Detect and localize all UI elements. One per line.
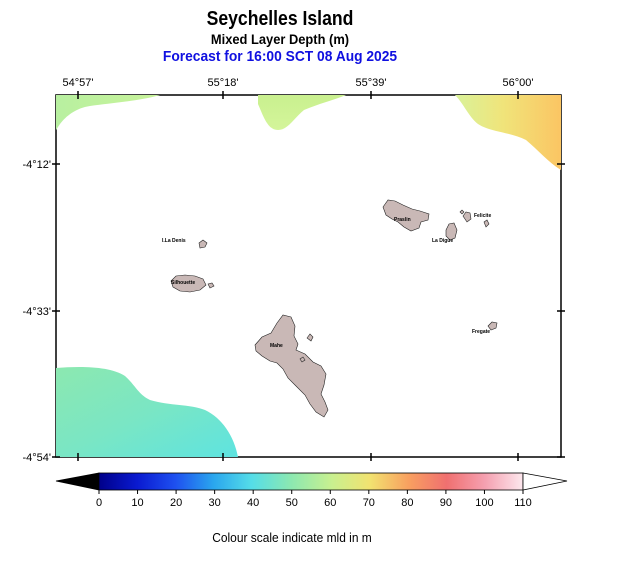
island-felicite-islet — [483, 219, 490, 228]
island-la-digue — [445, 222, 458, 241]
lon-tick-labels: 54°57' 55°18' 55°39' 56°00' — [63, 77, 534, 89]
colorbar-tick-label: 20 — [170, 497, 182, 509]
island-mahe-islet-2 — [299, 356, 306, 363]
mld-field — [56, 95, 561, 457]
colorbar-tick-label: 90 — [440, 497, 452, 509]
mld-shade-top-left — [56, 95, 160, 130]
colorbar-tick-label: 80 — [401, 497, 413, 509]
colorbar-caption: Colour scale indicate mld in m — [212, 530, 372, 545]
map-title: Seychelles Island — [206, 8, 354, 30]
island-silhouette-islet — [207, 282, 215, 289]
axis-ticks — [52, 91, 565, 461]
lon-tick-label: 56°00' — [503, 77, 534, 89]
colorbar-tick-label: 30 — [209, 497, 221, 509]
mld-shade-top-right — [455, 95, 561, 170]
colorbar-ramp — [98, 472, 524, 491]
island-praslin — [382, 199, 430, 232]
island-label-mahe: Mahe — [270, 343, 283, 349]
island-fregate — [487, 321, 498, 331]
island-felicite-islet-2 — [459, 209, 465, 215]
island-silhouette — [170, 274, 207, 293]
lat-tick-labels: -4°12' -4°33' -4°54' — [22, 159, 51, 464]
island-label-fregate: Fregate — [472, 329, 490, 335]
island-mahe — [254, 314, 329, 418]
forecast-time: Forecast for 16:00 SCT 08 Aug 2025 — [162, 48, 398, 65]
colorbar-tick-label: 100 — [475, 497, 493, 509]
lat-tick-label: -4°12' — [22, 159, 51, 171]
colorbar-labels: 0 10 20 30 40 50 60 70 80 90 100 110 — [96, 497, 532, 509]
colorbar-min-arrow — [55, 472, 100, 491]
island-mahe-islet — [306, 333, 314, 342]
colorbar-tick-label: 70 — [363, 497, 375, 509]
island-label-felicite: Felicite — [474, 213, 491, 219]
lat-tick-label: -4°33' — [22, 306, 51, 318]
mld-shade-top-mid — [258, 95, 346, 130]
lon-tick-label: 55°18' — [208, 77, 239, 89]
island-label-la-digue: La Digue — [432, 238, 453, 244]
lon-tick-label: 54°57' — [63, 77, 94, 89]
colorbar-tick-label: 60 — [324, 497, 336, 509]
lat-tick-label: -4°54' — [22, 452, 51, 464]
colorbar-max-arrow — [522, 472, 568, 491]
islands — [170, 199, 498, 418]
island-i-la-denis — [198, 239, 208, 249]
map-subtitle: Mixed Layer Depth (m) — [210, 31, 350, 47]
colorbar-tick-label: 40 — [247, 497, 259, 509]
colorbar-tick-label: 10 — [131, 497, 143, 509]
colorbar-tick-label: 110 — [514, 497, 532, 509]
island-label-praslin: Praslin — [394, 217, 411, 223]
mld-shade-bottom-left — [56, 366, 238, 457]
island-labels: Praslin Felicite La Digue I.La Denis Sil… — [162, 213, 491, 349]
lon-tick-label: 55°39' — [356, 77, 387, 89]
island-felicite — [462, 211, 472, 223]
colorbar-ticks — [98, 490, 524, 494]
colorbar-tick-label: 0 — [96, 497, 102, 509]
colorbar: 0 10 20 30 40 50 60 70 80 90 100 110 — [55, 472, 568, 509]
colorbar-tick-label: 50 — [286, 497, 298, 509]
island-label-i-la-denis: I.La Denis — [162, 238, 186, 244]
island-label-silhouette: Silhouette — [171, 280, 195, 286]
